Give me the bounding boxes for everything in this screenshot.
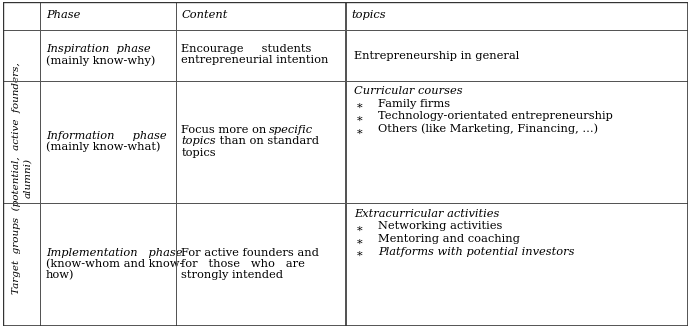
Bar: [346, 81, 688, 203]
Text: Phase: Phase: [46, 10, 80, 20]
Text: *: *: [357, 128, 362, 138]
Bar: [176, 81, 346, 203]
Text: Networking activities: Networking activities: [379, 221, 503, 232]
Text: how): how): [46, 270, 75, 281]
Text: (mainly know-what): (mainly know-what): [46, 142, 160, 153]
Bar: [176, 30, 346, 81]
Text: Platforms with potential investors: Platforms with potential investors: [379, 247, 575, 257]
Text: Target  groups  (potential,  active  founders,
alumni): Target groups (potential, active founder…: [12, 62, 32, 294]
Text: Entrepreneurship in general: Entrepreneurship in general: [354, 51, 519, 61]
Text: Mentoring and coaching: Mentoring and coaching: [379, 234, 520, 244]
Bar: [3, 2, 40, 30]
Text: For active founders and: For active founders and: [181, 248, 319, 257]
Bar: [176, 203, 346, 326]
Bar: [346, 81, 688, 203]
Text: Information     phase: Information phase: [46, 131, 167, 141]
Text: Family firms: Family firms: [379, 99, 451, 109]
Bar: [40, 2, 176, 30]
Text: (know-whom and know-: (know-whom and know-: [46, 259, 183, 269]
Text: Others (like Marketing, Financing, …): Others (like Marketing, Financing, …): [379, 124, 598, 134]
Text: Curricular courses: Curricular courses: [354, 86, 462, 96]
Bar: [346, 30, 688, 81]
Text: Implementation   phase: Implementation phase: [46, 248, 182, 257]
Bar: [40, 203, 176, 326]
Bar: [40, 81, 176, 203]
Bar: [40, 81, 176, 203]
Text: *: *: [357, 103, 362, 113]
Text: *: *: [357, 238, 362, 249]
Bar: [3, 203, 40, 326]
Bar: [176, 2, 346, 30]
Bar: [3, 30, 40, 81]
Text: Focus more on: Focus more on: [181, 125, 270, 135]
Bar: [40, 2, 176, 30]
Bar: [40, 30, 176, 81]
Bar: [176, 203, 346, 326]
Bar: [346, 2, 688, 30]
Text: Extracurricular activities: Extracurricular activities: [354, 209, 499, 219]
Bar: [40, 203, 176, 326]
Bar: [3, 81, 40, 203]
Bar: [346, 2, 688, 30]
Bar: [176, 2, 346, 30]
Text: specific: specific: [269, 125, 314, 135]
Text: *: *: [357, 251, 362, 261]
Bar: [3, 81, 40, 203]
Text: *: *: [357, 226, 362, 236]
Text: Content: Content: [181, 10, 228, 20]
Bar: [346, 203, 688, 326]
Text: topics: topics: [181, 148, 216, 157]
Bar: [3, 30, 40, 81]
Text: Encourage     students: Encourage students: [181, 44, 312, 54]
Text: topics: topics: [181, 136, 216, 146]
Bar: [176, 81, 346, 203]
Text: *: *: [357, 116, 362, 126]
Bar: [40, 30, 176, 81]
Text: (mainly know-why): (mainly know-why): [46, 55, 155, 66]
Bar: [346, 203, 688, 326]
Bar: [346, 30, 688, 81]
Text: for   those   who   are: for those who are: [181, 259, 305, 269]
Text: Technology-orientated entrepreneurship: Technology-orientated entrepreneurship: [379, 111, 613, 121]
Text: strongly intended: strongly intended: [181, 270, 283, 280]
Text: than on standard: than on standard: [216, 136, 319, 146]
Text: topics: topics: [351, 10, 386, 20]
Bar: [176, 30, 346, 81]
Text: entrepreneurial intention: entrepreneurial intention: [181, 55, 329, 65]
Bar: [3, 2, 40, 30]
Text: Inspiration  phase: Inspiration phase: [46, 44, 151, 54]
Bar: [3, 203, 40, 326]
